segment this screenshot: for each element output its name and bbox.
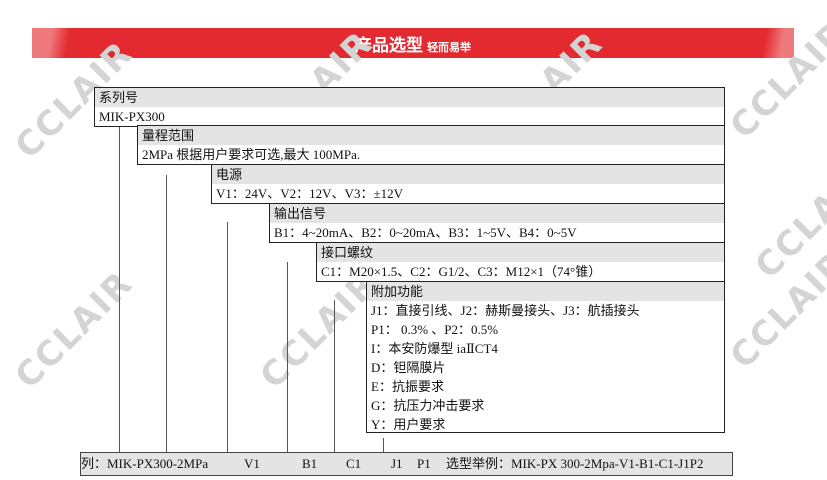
connector-line	[166, 175, 167, 452]
section-output: 输出信号 B1：4~20mA、B2：0~20mA、B3：1~5V、B4：0~5V	[269, 203, 725, 243]
example-full: 选型举例：MIK-PX 300-2Mpa-V1-B1-C1-J1P2	[446, 456, 704, 471]
section-power: 电源 V1：24V、V2：12V、V3：±12V	[211, 164, 725, 204]
example-p: P1	[417, 456, 431, 471]
header-banner: 产品选型 轻而易举	[32, 28, 794, 58]
connector-line	[334, 300, 335, 452]
example-bar: 列：MIK-PX300-2MPa V1 B1 C1 J1 P1 选型举例：MIK…	[80, 452, 733, 476]
connector-line	[383, 438, 384, 452]
watermark: CCLAIR	[7, 263, 142, 397]
section-thread: 接口螺纹 C1：M20×1.5、C2：G1/2、C3：M12×1（74°锥）	[316, 242, 725, 282]
section-series: 系列号 MIK-PX300	[94, 87, 725, 127]
example-v: V1	[244, 456, 260, 471]
example-c: C1	[346, 456, 362, 471]
connector-line	[227, 222, 228, 452]
connector-line	[287, 262, 288, 452]
section-extras: 附加功能 J1：直接引线、J2：赫斯曼接头、J3：航插接头 P1： 0.3% 、…	[366, 281, 725, 433]
connector-line	[119, 126, 120, 452]
banner-subtitle: 轻而易举	[427, 41, 471, 54]
example-b: B1	[302, 456, 318, 471]
section-range: 量程范围 2MPa 根据用户要求可选,最大 100MPa.	[137, 125, 725, 165]
example-j: J1	[391, 456, 403, 471]
banner-title: 产品选型	[355, 36, 423, 56]
example-model: 列：MIK-PX300-2MPa	[81, 456, 209, 471]
